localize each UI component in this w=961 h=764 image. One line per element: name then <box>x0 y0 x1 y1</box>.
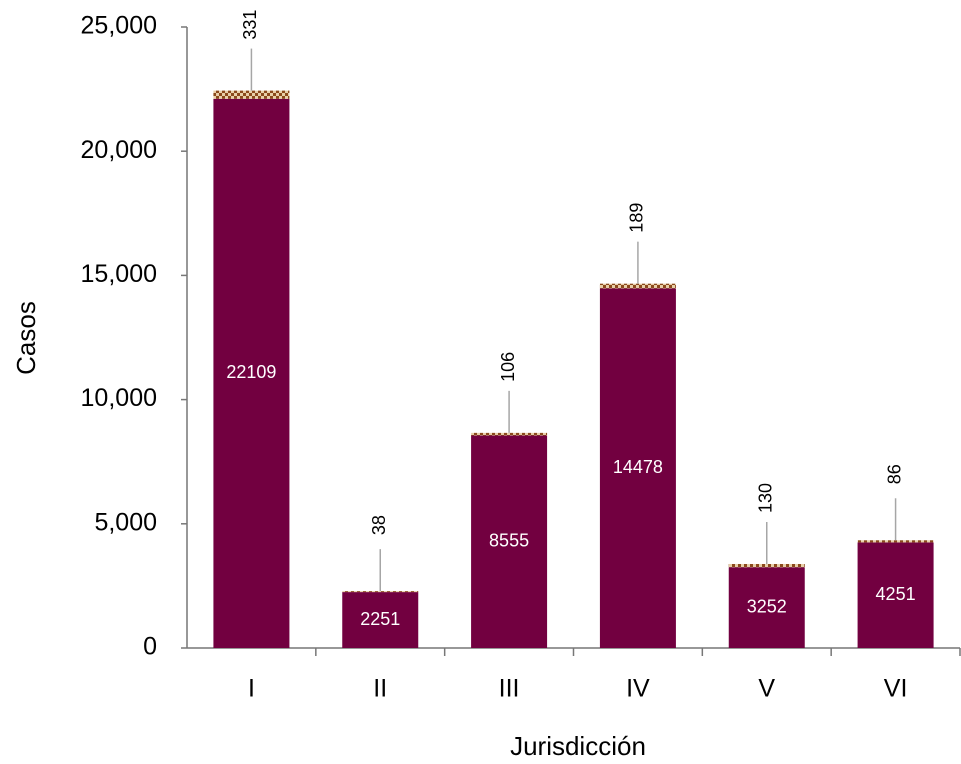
data-label: 38 <box>369 515 389 535</box>
x-tick-label: IV <box>626 675 650 703</box>
bar-segment <box>471 435 548 648</box>
data-label: 22109 <box>226 362 276 382</box>
y-tick-label: 25,000 <box>81 12 157 40</box>
y-tick-label: 15,000 <box>81 260 157 288</box>
x-axis-title: Jurisdicción <box>510 731 646 761</box>
bar-segment <box>599 288 676 648</box>
data-label: 2251 <box>360 609 400 629</box>
y-tick-label: 0 <box>143 633 157 661</box>
data-label: 331 <box>240 10 260 40</box>
data-label: 189 <box>627 203 647 233</box>
bar-segment <box>728 567 805 648</box>
x-tick-label: VI <box>884 675 908 703</box>
bar-segment <box>728 563 805 568</box>
x-tick-label: II <box>373 675 387 703</box>
bar-segment <box>857 540 934 543</box>
data-label: 3252 <box>747 596 787 616</box>
x-tick-label: V <box>758 675 775 703</box>
data-label: 86 <box>884 464 904 484</box>
data-label: 8555 <box>489 530 529 550</box>
bar-segment <box>342 592 419 648</box>
bar-segment <box>857 542 934 648</box>
data-label: 14478 <box>613 457 663 477</box>
x-tick-label: I <box>248 675 255 703</box>
data-label: 130 <box>756 483 776 513</box>
data-label: 4251 <box>876 584 916 604</box>
bar-segment <box>213 90 290 99</box>
y-tick-label: 20,000 <box>81 136 157 164</box>
bar-segment <box>471 432 548 436</box>
bar-segment <box>213 98 290 648</box>
data-label: 106 <box>498 352 518 382</box>
bar-segment <box>599 283 676 289</box>
y-axis-title: Casos <box>11 301 41 375</box>
x-tick-label: III <box>499 675 520 703</box>
y-tick-label: 10,000 <box>81 384 157 412</box>
y-tick-label: 5,000 <box>94 508 157 536</box>
bar-segment <box>342 591 419 593</box>
